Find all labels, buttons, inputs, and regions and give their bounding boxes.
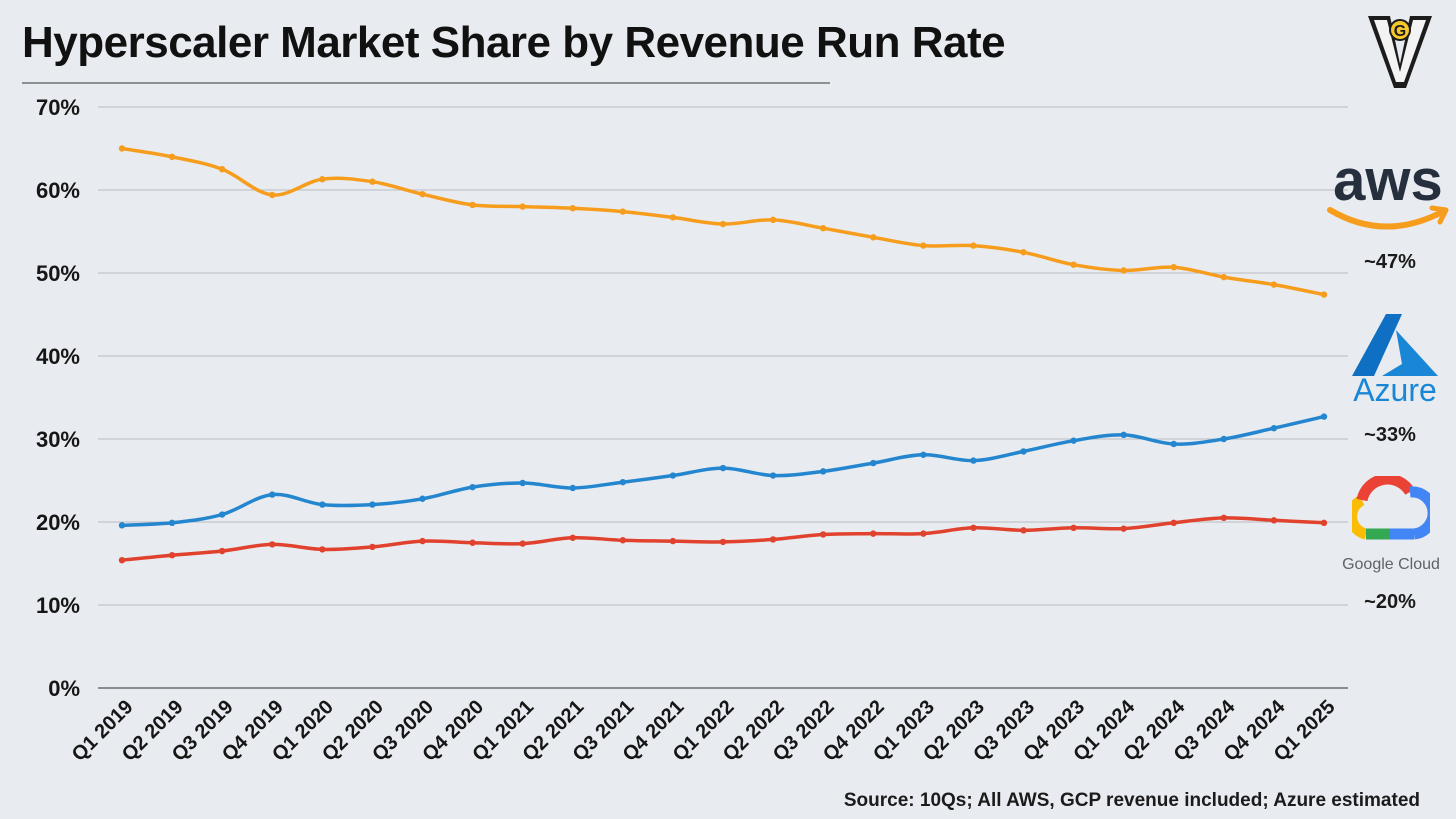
svg-text:aws: aws [1333, 150, 1443, 213]
data-point [1170, 519, 1177, 527]
data-point [1070, 524, 1077, 532]
data-point [218, 547, 226, 555]
data-point [619, 478, 627, 486]
data-point [118, 556, 126, 564]
data-point [920, 242, 927, 249]
data-point [719, 220, 727, 228]
data-point [569, 484, 576, 492]
data-point [519, 479, 526, 487]
data-point [319, 546, 326, 553]
data-point [469, 201, 476, 209]
chart-title: Hyperscaler Market Share by Revenue Run … [22, 18, 1006, 67]
data-point [1220, 435, 1228, 443]
data-point [970, 457, 977, 464]
data-point [1220, 514, 1228, 522]
data-point [669, 472, 677, 479]
data-point [118, 145, 126, 152]
data-point [1070, 261, 1077, 268]
data-point [870, 459, 877, 467]
data-point [319, 176, 326, 183]
data-point [118, 522, 126, 529]
data-point [1070, 437, 1077, 444]
data-point [569, 534, 576, 541]
google-cloud-logo-text: Google Cloud [1342, 556, 1440, 573]
data-point [1170, 440, 1177, 448]
y-tick-label: 0% [48, 676, 80, 701]
y-tick-label: 70% [36, 95, 80, 120]
y-tick-label: 30% [36, 427, 80, 452]
data-point [819, 224, 827, 232]
data-point [269, 191, 276, 199]
data-point [1320, 291, 1328, 298]
data-point [1320, 519, 1328, 527]
data-point [669, 537, 677, 545]
y-tick-label: 60% [36, 178, 80, 203]
title-underline [22, 82, 830, 84]
data-point [1320, 413, 1328, 420]
data-point [819, 468, 827, 475]
data-point [519, 540, 526, 547]
data-point [719, 538, 727, 546]
google-cloud-logo-icon [1352, 476, 1430, 540]
data-point [1120, 267, 1127, 274]
data-point [619, 208, 627, 215]
y-tick-label: 20% [36, 510, 80, 535]
data-point [218, 166, 226, 173]
data-point [1220, 273, 1228, 281]
data-point [319, 501, 326, 508]
data-point [1020, 527, 1027, 534]
data-point [369, 178, 376, 185]
data-point [168, 552, 176, 559]
data-point [1270, 517, 1278, 524]
data-point [920, 451, 927, 458]
data-point [769, 472, 777, 479]
y-tick-label: 40% [36, 344, 80, 369]
data-point [569, 205, 576, 212]
data-point [1120, 525, 1127, 532]
data-point [1270, 281, 1278, 288]
data-point [419, 190, 426, 198]
data-point [369, 543, 376, 551]
data-point [970, 524, 977, 532]
data-point [1170, 263, 1177, 271]
data-point [369, 501, 376, 508]
data-point [168, 519, 176, 527]
data-point [1020, 448, 1027, 455]
data-point [269, 491, 276, 498]
data-point [769, 536, 777, 543]
v-logo-icon: G [1368, 16, 1432, 88]
y-tick-label: 50% [36, 261, 80, 286]
data-point [1120, 431, 1127, 439]
data-point [1270, 425, 1278, 432]
azure-share-label: ~33% [1364, 424, 1416, 446]
data-point [1020, 249, 1027, 256]
azure-logo-icon [1352, 314, 1438, 376]
data-point [970, 242, 977, 249]
data-point [469, 539, 476, 546]
data-point [870, 234, 877, 241]
data-point [419, 495, 426, 502]
aws-share-label: ~47% [1364, 251, 1416, 273]
data-point [469, 483, 476, 491]
data-point [920, 530, 927, 537]
data-point [819, 531, 827, 538]
svg-text:G: G [1394, 23, 1406, 40]
source-note: Source: 10Qs; All AWS, GCP revenue inclu… [843, 790, 1420, 811]
data-point [269, 541, 276, 548]
data-point [218, 511, 226, 518]
google-share-label: ~20% [1364, 591, 1416, 613]
data-point [519, 203, 526, 210]
data-point [669, 214, 677, 221]
data-point [870, 530, 877, 537]
data-point [619, 537, 627, 544]
data-point [719, 464, 727, 472]
data-point [419, 537, 426, 545]
data-point [168, 153, 176, 160]
azure-logo-text: Azure [1353, 372, 1437, 408]
aws-logo-icon: aws [1327, 150, 1449, 230]
y-tick-label: 10% [36, 593, 80, 618]
data-point [769, 216, 777, 224]
